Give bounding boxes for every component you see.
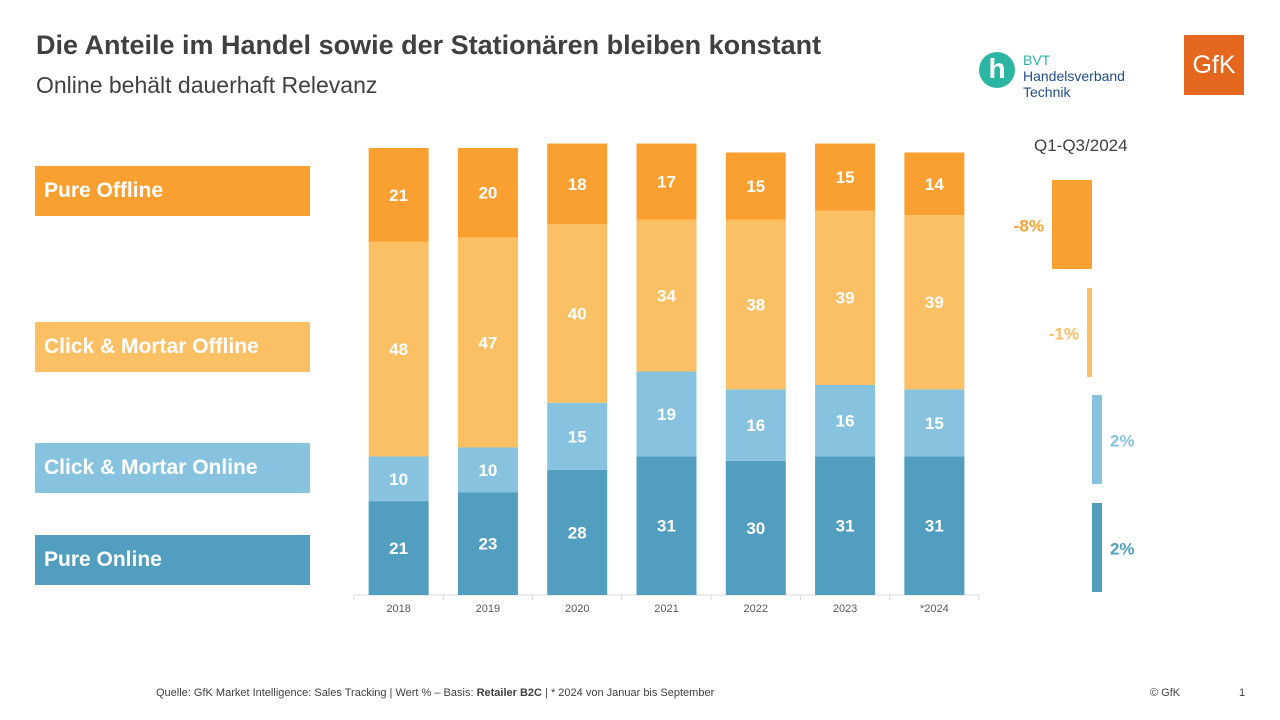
x-tick-label: 2019 — [476, 603, 500, 615]
data-label: 16 — [746, 416, 765, 435]
bar-segment-cm-offline — [725, 219, 786, 390]
x-tick-label: 2022 — [744, 603, 768, 615]
bar-segment-cm-offline — [636, 219, 697, 372]
x-tick-label: *2024 — [920, 603, 949, 615]
data-label: 21 — [389, 186, 408, 205]
legend-pure-online: Pure Online — [35, 535, 310, 585]
change-bar-cm-offline — [1087, 288, 1092, 377]
change-bar-cm-online — [1092, 395, 1102, 484]
bar-segment-pure-offline — [547, 143, 608, 224]
data-label: 14 — [925, 175, 944, 194]
data-label: 38 — [746, 295, 765, 314]
bar-segment-cm-online — [725, 389, 786, 461]
data-label: 16 — [836, 412, 855, 431]
bar-segment-pure-online — [547, 469, 608, 595]
data-label: 47 — [478, 333, 497, 352]
bar-segment-cm-offline — [547, 223, 608, 403]
bar-segment-pure-offline — [457, 148, 518, 238]
data-label: 23 — [478, 535, 497, 554]
bar-segment-pure-offline — [725, 152, 786, 220]
page-number: 1 — [1239, 687, 1246, 699]
x-tick-label: 2023 — [833, 603, 857, 615]
slide-subtitle: Online behält dauerhaft Relevanz — [36, 72, 378, 98]
data-label: 15 — [568, 427, 587, 446]
source-suffix: | * 2024 von Januar bis September — [542, 687, 715, 699]
change-bar-pure-online — [1092, 503, 1102, 592]
data-label: 39 — [925, 293, 944, 312]
data-label: 30 — [746, 519, 765, 538]
bar-segment-pure-offline — [368, 148, 429, 242]
change-label: 2% — [1110, 432, 1135, 451]
bvt-logo-line1: BVT — [1023, 52, 1051, 68]
gfk-logo: GfK — [1184, 35, 1244, 95]
data-label: 15 — [746, 177, 765, 196]
data-label: 31 — [836, 517, 855, 536]
x-tick-label: 2018 — [386, 603, 410, 615]
copyright: © GfK — [1150, 687, 1181, 699]
data-label: 17 — [657, 173, 676, 192]
source-bold: Retailer B2C — [476, 687, 542, 699]
bvt-logo-text: BVT Handelsverband Technik — [1023, 52, 1125, 100]
bar-segment-pure-offline — [904, 152, 965, 216]
bar-segment-cm-offline — [815, 210, 876, 385]
legend-cm-online: Click & Mortar Online — [35, 443, 310, 493]
change-bar-pure-offline — [1052, 180, 1092, 269]
bar-segment-cm-offline — [368, 241, 429, 457]
bvt-logo-glyph: h — [988, 53, 1006, 84]
data-label: 40 — [568, 304, 587, 323]
data-label: 28 — [568, 523, 587, 542]
bar-segment-pure-online — [725, 460, 786, 595]
legend-cm-offline: Click & Mortar Offline — [35, 322, 310, 372]
bar-segment-cm-online — [815, 384, 876, 457]
change-label: -1% — [1049, 325, 1079, 344]
bar-segment-cm-online — [547, 402, 608, 470]
data-label: 31 — [657, 517, 676, 536]
bvt-logo: h BVT Handelsverband Technik — [966, 40, 1138, 116]
bar-segment-pure-online — [457, 492, 518, 595]
data-label: 34 — [657, 287, 676, 306]
data-label: 10 — [389, 470, 408, 489]
slide-title: Die Anteile im Handel sowie der Stationä… — [36, 30, 822, 60]
bar-segment-pure-online — [636, 456, 697, 595]
data-label: 48 — [389, 340, 408, 359]
data-label: 20 — [478, 184, 497, 203]
data-label: 31 — [925, 517, 944, 536]
change-panel-title: Q1-Q3/2024 — [1034, 136, 1128, 155]
bvt-logo-icon: h — [979, 52, 1015, 88]
data-label: 21 — [389, 539, 408, 558]
bar-segment-cm-online — [904, 389, 965, 457]
bar-segment-pure-online — [368, 501, 429, 595]
source-prefix: Quelle: GfK Market Intelligence: Sales T… — [156, 687, 477, 699]
bar-segment-pure-online — [904, 456, 965, 595]
bar-segment-pure-offline — [636, 143, 697, 220]
bvt-logo-line2: Handelsverband — [1023, 68, 1125, 84]
source-note: Quelle: GfK Market Intelligence: Sales T… — [156, 687, 714, 699]
change-label: -8% — [1014, 217, 1044, 236]
legend-pure-offline: Pure Offline — [35, 166, 310, 216]
data-label: 15 — [925, 414, 944, 433]
data-label: 10 — [478, 461, 497, 480]
bar-segment-cm-online — [368, 456, 429, 502]
x-tick-label: 2020 — [565, 603, 589, 615]
data-label: 18 — [568, 175, 587, 194]
bar-segment-cm-offline — [457, 237, 518, 448]
bar-segment-cm-online — [457, 447, 518, 493]
bar-segment-pure-online — [815, 456, 876, 595]
data-label: 15 — [836, 168, 855, 187]
bvt-logo-line3: Technik — [1023, 84, 1071, 100]
data-label: 19 — [657, 405, 676, 424]
bar-segment-cm-offline — [904, 215, 965, 390]
data-label: 39 — [836, 289, 855, 308]
change-label: 2% — [1110, 540, 1135, 559]
x-tick-label: 2021 — [654, 603, 678, 615]
bar-segment-cm-online — [636, 371, 697, 457]
bar-segment-pure-offline — [815, 143, 876, 211]
